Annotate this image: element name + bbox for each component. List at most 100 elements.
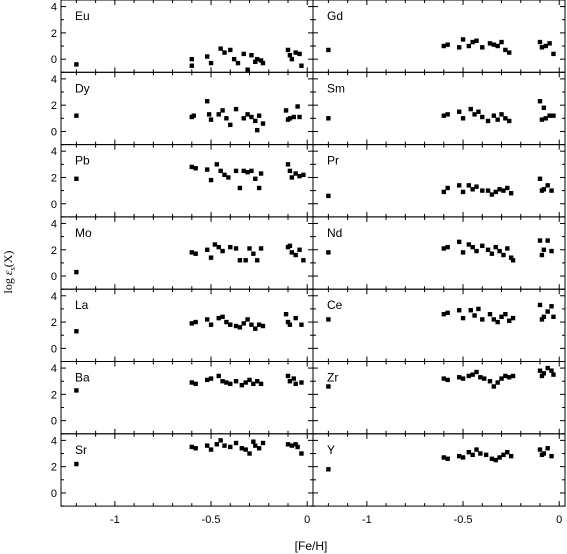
data-point <box>216 244 221 250</box>
data-point <box>478 451 483 456</box>
data-point <box>241 51 246 57</box>
data-point <box>258 171 264 176</box>
data-point <box>249 322 254 327</box>
data-point <box>301 258 306 263</box>
data-point <box>249 53 254 58</box>
data-point <box>214 162 220 167</box>
panel-pb: Pb 0 2 4 <box>51 144 314 218</box>
data-point <box>256 113 262 118</box>
panel-frame <box>312 0 566 73</box>
data-point <box>243 380 248 385</box>
data-point <box>228 47 233 53</box>
data-point <box>497 248 502 254</box>
data-point <box>537 176 543 181</box>
data-point <box>445 112 450 117</box>
data-point <box>466 450 472 455</box>
data-point <box>491 384 497 389</box>
data-point <box>466 43 472 49</box>
data-point <box>208 60 214 66</box>
data-point <box>239 446 245 451</box>
data-point <box>204 247 210 252</box>
data-point <box>470 244 475 250</box>
data-point <box>474 447 479 452</box>
data-point <box>285 442 291 447</box>
panel-pr: Pr <box>312 144 566 218</box>
data-point <box>287 53 293 58</box>
data-point <box>193 319 198 325</box>
data-point <box>208 177 214 183</box>
data-point <box>510 315 516 321</box>
y-axis-title-sub: s <box>8 267 17 270</box>
data-point <box>243 258 248 263</box>
data-point <box>460 189 466 195</box>
panel-label-dy: Dy <box>75 81 90 95</box>
data-point <box>247 451 252 456</box>
data-point <box>293 315 298 321</box>
panel-label-pr: Pr <box>327 154 339 168</box>
data-point <box>255 127 260 133</box>
data-point <box>249 168 254 174</box>
data-point <box>260 121 266 126</box>
data-point <box>472 313 477 318</box>
data-point <box>456 45 462 50</box>
svg-text:log εs(X): log εs(X) <box>1 251 17 294</box>
data-point <box>541 105 547 110</box>
data-point <box>204 99 210 104</box>
data-point <box>549 368 554 373</box>
data-point <box>441 311 447 317</box>
data-point <box>220 248 225 254</box>
data-point <box>499 39 504 45</box>
data-point <box>541 247 547 252</box>
data-point <box>287 243 293 249</box>
data-point <box>74 388 79 393</box>
y-tick-label: 2 <box>51 462 57 474</box>
panel-sm: Sm <box>312 71 566 146</box>
data-point <box>497 187 502 192</box>
y-axis-title: log εs(X) <box>1 251 17 294</box>
data-point <box>508 453 514 459</box>
data-point <box>543 116 548 121</box>
data-point <box>239 382 245 388</box>
data-point <box>245 112 250 117</box>
data-point <box>537 238 543 243</box>
data-point <box>256 322 262 327</box>
y-tick-label: 0 <box>51 343 57 355</box>
data-point <box>508 255 514 260</box>
data-point <box>228 322 233 327</box>
data-point <box>189 380 195 385</box>
data-point <box>499 112 504 117</box>
data-point <box>487 41 493 46</box>
data-point <box>549 453 554 459</box>
data-point <box>445 185 450 191</box>
y-tick-label: 4 <box>51 146 57 158</box>
data-point <box>445 456 450 461</box>
panel-sr: Sr 0 2 4 -1 -0.5 0 <box>51 433 314 526</box>
data-point <box>541 451 547 456</box>
data-point <box>233 440 239 446</box>
panel-frame <box>60 288 314 363</box>
data-point <box>545 309 550 314</box>
data-point <box>258 381 264 387</box>
data-point <box>241 321 246 326</box>
data-point <box>470 452 475 458</box>
data-point <box>283 311 289 317</box>
panel-frame <box>312 71 566 146</box>
data-point <box>499 314 504 320</box>
data-point <box>549 304 554 309</box>
data-point <box>474 248 479 254</box>
data-point <box>204 54 210 59</box>
panel-label-mo: Mo <box>75 226 92 240</box>
data-point <box>74 329 79 334</box>
data-point <box>208 255 214 260</box>
data-point <box>468 308 473 313</box>
data-point <box>545 238 550 243</box>
data-point <box>258 58 264 63</box>
data-point <box>287 322 293 327</box>
data-point <box>74 62 79 67</box>
data-point <box>237 325 243 330</box>
panel-frame <box>312 361 566 435</box>
data-point <box>460 37 466 42</box>
data-point <box>441 246 447 251</box>
y-axis-title-suffix: (X) <box>1 251 15 268</box>
data-point <box>441 43 447 49</box>
